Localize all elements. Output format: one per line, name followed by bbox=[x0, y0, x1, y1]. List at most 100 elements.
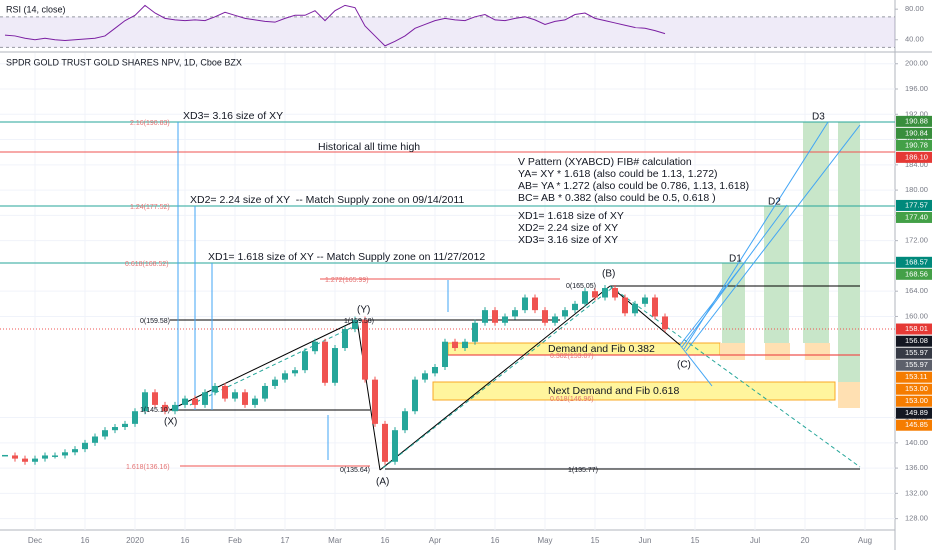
candle bbox=[592, 291, 598, 298]
candle bbox=[642, 297, 648, 304]
drawing-line bbox=[683, 121, 829, 350]
price-label-box bbox=[896, 151, 932, 163]
candle bbox=[12, 455, 18, 459]
price-label: 153.11 bbox=[905, 372, 927, 381]
candle bbox=[362, 319, 368, 380]
x-tick-label: Feb bbox=[228, 536, 242, 545]
annotation: Demand and Fib 0.382 bbox=[548, 343, 655, 355]
candle bbox=[222, 385, 228, 399]
price-label-box bbox=[896, 211, 932, 223]
candle bbox=[432, 366, 438, 374]
candle bbox=[322, 341, 328, 383]
drawing-line bbox=[681, 204, 788, 348]
price-label: 186.10 bbox=[905, 152, 928, 161]
price-label: 155.97 bbox=[905, 360, 928, 369]
rsi-line bbox=[4, 4, 666, 47]
annotation: (C) bbox=[677, 360, 691, 371]
annotation: BC= AB * 0.382 (also could be 0.5, 0.618… bbox=[518, 192, 716, 204]
candle bbox=[312, 341, 318, 352]
price-label-box bbox=[896, 115, 932, 127]
x-tick-label: Jul bbox=[750, 536, 760, 545]
drawing-line bbox=[379, 285, 611, 471]
candle bbox=[542, 310, 548, 323]
candle bbox=[382, 423, 388, 462]
annotation: V Pattern (XYABCD) FIB# calculation bbox=[518, 156, 692, 168]
annotation: AB= YA * 1.272 (also could be 0.786, 1.1… bbox=[518, 180, 749, 192]
price-label: 156.08 bbox=[905, 336, 928, 345]
candle bbox=[162, 404, 168, 412]
price-label-box bbox=[896, 199, 932, 211]
candle bbox=[472, 322, 478, 342]
y-tick-label: 180.00 bbox=[905, 185, 928, 194]
price-label-box bbox=[896, 383, 932, 395]
candle bbox=[662, 316, 668, 330]
price-label-box bbox=[896, 371, 932, 383]
price-label-box bbox=[896, 256, 932, 268]
zone bbox=[764, 206, 789, 343]
candle bbox=[282, 373, 288, 380]
y-tick-label: 132.00 bbox=[905, 488, 928, 497]
rsi-band bbox=[0, 16, 895, 48]
x-tick-label: Aug bbox=[858, 536, 872, 545]
rsi-tick-label: 40.00 bbox=[905, 35, 924, 44]
annotation: 0(135.64) bbox=[340, 467, 370, 474]
annotation: XD1= 1.618 size of XY bbox=[518, 210, 624, 222]
annotation: D2 bbox=[768, 197, 781, 208]
candle bbox=[182, 398, 188, 405]
x-tick-label: Mar bbox=[328, 536, 342, 545]
candle bbox=[562, 310, 568, 317]
candle bbox=[302, 351, 308, 371]
y-tick-label: 164.00 bbox=[905, 286, 928, 295]
candle bbox=[122, 423, 128, 428]
annotation: XD1= 1.618 size of XY -- Match Supply zo… bbox=[208, 251, 485, 263]
annotation: D1 bbox=[729, 254, 742, 265]
candle bbox=[112, 427, 118, 431]
price-label: 153.00 bbox=[905, 396, 928, 405]
price-label: 177.40 bbox=[905, 212, 928, 221]
price-label-box bbox=[896, 347, 932, 359]
candle bbox=[612, 288, 618, 298]
x-tick-label: Dec bbox=[28, 536, 42, 545]
annotation: YA= XY * 1.618 (also could be 1.13, 1.27… bbox=[518, 168, 718, 180]
candle bbox=[2, 454, 8, 457]
x-tick-label: 16 bbox=[381, 536, 390, 545]
annotation: 1.618(136.16) bbox=[126, 464, 170, 471]
candle bbox=[652, 297, 658, 317]
candle bbox=[192, 398, 198, 405]
price-label-box bbox=[896, 139, 932, 151]
price-label: 145.85 bbox=[905, 420, 928, 429]
annotation: XD3= 3.16 size of XY bbox=[183, 110, 283, 122]
annotation: Historical all time high bbox=[318, 141, 420, 153]
price-label-box bbox=[896, 395, 932, 407]
annotation: 2.16(190.83) bbox=[130, 120, 170, 127]
annotation: 1(135.77) bbox=[568, 467, 598, 474]
candle bbox=[572, 303, 578, 311]
zone bbox=[805, 343, 830, 360]
candle bbox=[72, 449, 78, 453]
price-label-box bbox=[896, 407, 932, 419]
candle bbox=[392, 430, 398, 462]
y-tick-label: 192.00 bbox=[905, 109, 928, 118]
x-tick-label: 17 bbox=[281, 536, 290, 545]
y-tick-label: 172.00 bbox=[905, 236, 928, 245]
annotation: XD3= 3.16 size of XY bbox=[518, 234, 618, 246]
price-label: 158.01 bbox=[905, 324, 928, 333]
candle bbox=[622, 297, 628, 314]
price-label: 190.84 bbox=[905, 128, 928, 137]
y-tick-label: 160.00 bbox=[905, 311, 928, 320]
price-label: 168.57 bbox=[905, 257, 928, 266]
x-tick-label: 20 bbox=[801, 536, 810, 545]
candle bbox=[442, 341, 448, 367]
price-label: 190.88 bbox=[905, 116, 928, 125]
candle bbox=[202, 392, 208, 405]
candle bbox=[582, 291, 588, 304]
x-tick-label: May bbox=[537, 536, 552, 545]
candle bbox=[152, 392, 158, 405]
candle bbox=[102, 430, 108, 437]
drawing-line bbox=[356, 319, 381, 471]
candle bbox=[632, 303, 638, 314]
x-tick-label: 16 bbox=[491, 536, 500, 545]
annotation: 1.272(165.99) bbox=[325, 277, 369, 284]
x-tick-label: 15 bbox=[691, 536, 700, 545]
